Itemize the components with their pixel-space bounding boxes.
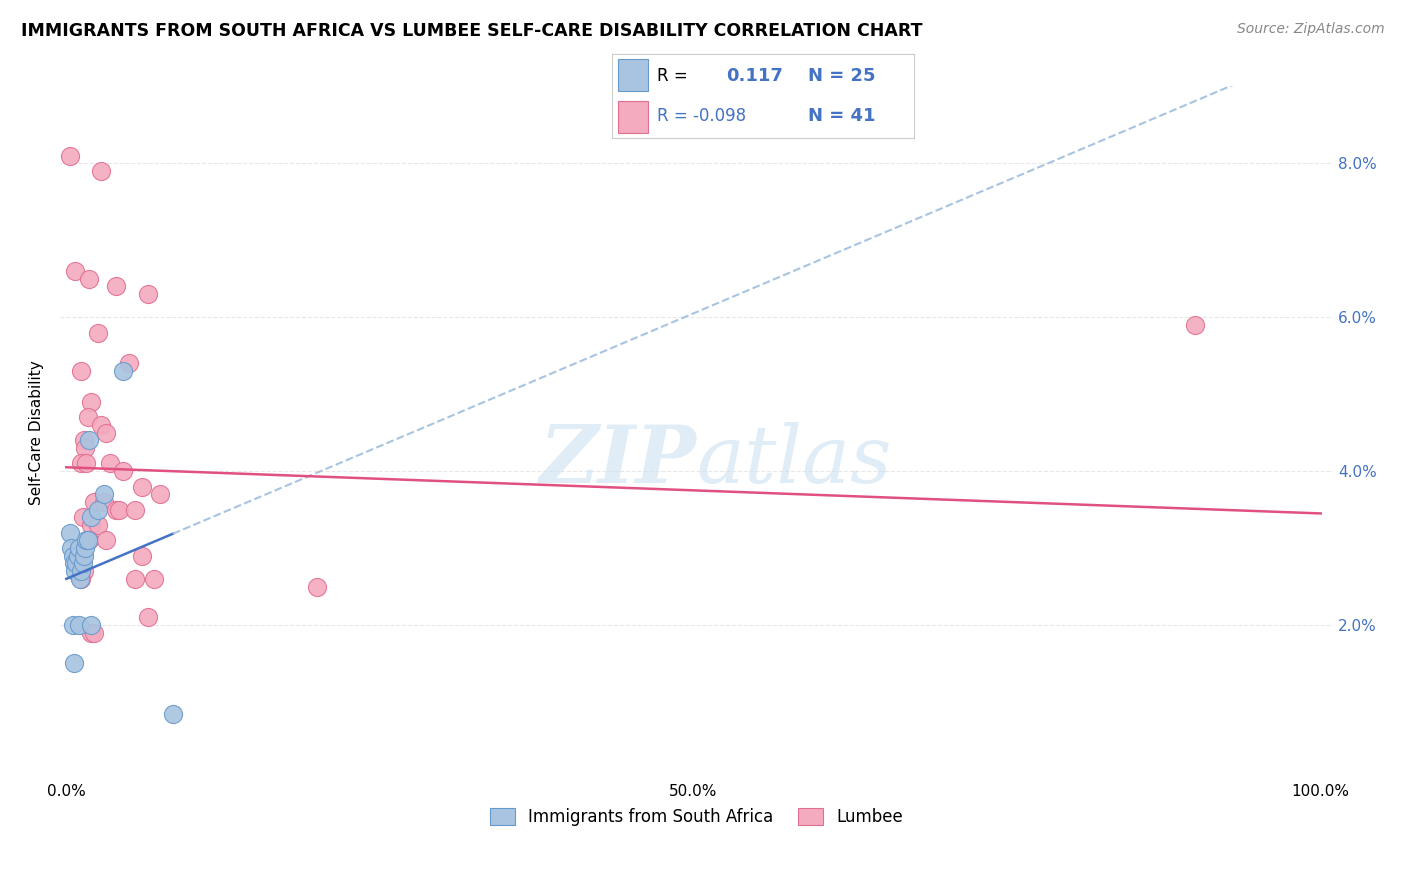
Legend: Immigrants from South Africa, Lumbee: Immigrants from South Africa, Lumbee [484,801,910,833]
Point [77,434,100,448]
Point [75,533,97,548]
Point [73,549,96,563]
Point [83,625,105,640]
Text: 0.117: 0.117 [727,67,783,85]
Point [59,148,82,162]
Point [105,279,128,293]
Point [70,572,93,586]
Point [70,364,93,378]
Point [75,457,97,471]
Point [62,549,84,563]
Point [86,518,108,533]
Point [86,326,108,340]
Point [77,271,100,285]
Point [67,618,90,632]
Text: N = 41: N = 41 [808,107,876,125]
Text: R =: R = [657,67,688,85]
Point [63,564,86,578]
Text: R = -0.098: R = -0.098 [657,107,747,125]
Point [96,425,118,440]
Point [59,525,82,540]
Point [111,364,134,378]
Text: ZIP: ZIP [540,422,696,500]
Point [70,457,93,471]
Point [93,495,115,509]
Point [77,533,100,548]
Point [63,264,86,278]
Point [111,464,134,478]
Point [80,510,103,524]
Point [80,618,103,632]
Point [162,706,184,721]
Point [118,356,141,370]
Point [98,457,121,471]
Point [66,549,89,563]
Point [72,557,94,571]
Point [83,495,105,509]
Point [75,541,97,555]
Text: N = 25: N = 25 [808,67,876,85]
Point [105,502,128,516]
Point [307,580,329,594]
Point [131,549,153,563]
Point [62,618,84,632]
Point [143,572,166,586]
Point [72,510,94,524]
Text: Source: ZipAtlas.com: Source: ZipAtlas.com [1237,22,1385,37]
Point [149,487,172,501]
Point [90,164,112,178]
Point [67,541,90,555]
Point [70,564,93,578]
Text: atlas: atlas [696,422,891,500]
Point [86,502,108,516]
Point [63,657,86,671]
Point [75,441,97,455]
Point [73,564,96,578]
Point [76,533,98,548]
Point [80,395,103,409]
Point [76,410,98,425]
Point [136,287,159,301]
Point [69,572,91,586]
Y-axis label: Self-Care Disability: Self-Care Disability [30,360,44,505]
FancyBboxPatch shape [617,101,648,133]
Point [124,572,146,586]
Point [136,610,159,624]
Point [124,502,146,516]
Point [80,518,103,533]
Point [96,533,118,548]
FancyBboxPatch shape [617,59,648,91]
Point [80,625,103,640]
Point [60,541,83,555]
Point [1184,318,1206,332]
Point [131,479,153,493]
Point [65,557,87,571]
Point [90,417,112,432]
Point [93,487,115,501]
Point [63,557,86,571]
Text: IMMIGRANTS FROM SOUTH AFRICA VS LUMBEE SELF-CARE DISABILITY CORRELATION CHART: IMMIGRANTS FROM SOUTH AFRICA VS LUMBEE S… [21,22,922,40]
Point [73,434,96,448]
Point [108,502,131,516]
